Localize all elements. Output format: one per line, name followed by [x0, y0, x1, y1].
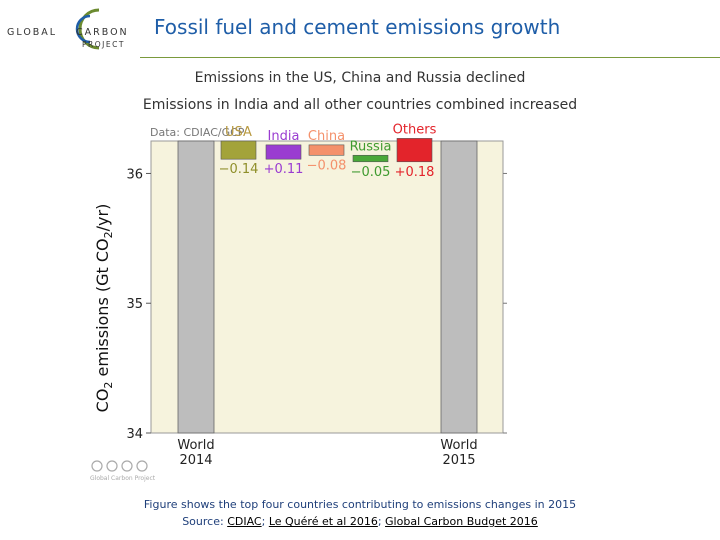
- le-quere-link[interactable]: Le Quéré et al 2016: [268, 515, 378, 528]
- license-credit: Global Carbon Project: [90, 475, 156, 482]
- x-label-year: 2014: [179, 453, 212, 468]
- cdiac-link[interactable]: CDIAC: [227, 515, 262, 528]
- source-prefix: Source:: [182, 515, 228, 528]
- total-bar-2014: [177, 140, 215, 434]
- subtitle-line-2: Emissions in India and all other countri…: [142, 97, 578, 113]
- bars-layer: [177, 138, 478, 434]
- page-title: Fossil fuel and cement emissions growth: [154, 15, 561, 39]
- change-bar-others: [396, 138, 433, 163]
- change-bar-china: [308, 144, 345, 156]
- global-carbon-budget-link[interactable]: Global Carbon Budget 2016: [385, 515, 538, 528]
- bar-value-russia: −0.05: [351, 165, 391, 180]
- y-tick-label: 34: [126, 427, 143, 442]
- change-bar-russia: [352, 154, 389, 163]
- x-label-world: World: [440, 438, 477, 453]
- bar-value-others: +0.18: [395, 165, 435, 180]
- license-icons: [91, 460, 148, 472]
- emissions-waterfall-chart: Data: CDIAC/GCP 34 35 36 USA −0.14 India +0.1…: [90, 122, 507, 482]
- bar-name-india: India: [268, 129, 300, 144]
- source-caption: Source: CDIAC; Le Quéré et al 2016; Glob…: [0, 515, 720, 528]
- x-label-world: World: [177, 438, 214, 453]
- bar-name-russia: Russia: [350, 139, 392, 154]
- bar-name-others: Others: [393, 122, 437, 137]
- bar-value-usa: −0.14: [219, 162, 259, 177]
- bar-name-usa: USA: [225, 125, 252, 140]
- y-axis: 34 35 36: [126, 167, 507, 442]
- change-bar-usa: [220, 140, 257, 160]
- source-separator-2: ;: [377, 515, 386, 528]
- subtitle-line-1: Emissions in the US, China and Russia de…: [194, 70, 526, 86]
- logo-text-global: GLOBAL: [7, 27, 57, 38]
- bar-value-china: −0.08: [307, 158, 347, 173]
- y-axis-label: CO2 emissions (Gt CO2/yr): [93, 204, 115, 413]
- bar-value-india: +0.11: [264, 162, 304, 177]
- figure-caption: Figure shows the top four countries cont…: [143, 498, 577, 511]
- y-tick-label: 36: [126, 167, 143, 182]
- chart-data-source: Data: CDIAC/GCP: [150, 126, 245, 139]
- logo-text-carbon: CARBON: [76, 27, 129, 38]
- total-bar-2015: [440, 140, 478, 434]
- bar-name-china: China: [308, 129, 345, 144]
- logo-text-project: PROJECT: [82, 40, 125, 49]
- title-divider: [140, 57, 720, 58]
- x-label-year: 2015: [442, 453, 475, 468]
- global-carbon-project-logo: GLOBAL CARBON PROJECT: [7, 8, 129, 50]
- source-separator-1: ;: [261, 515, 269, 528]
- y-tick-label: 35: [126, 297, 143, 312]
- change-bar-india: [265, 144, 302, 160]
